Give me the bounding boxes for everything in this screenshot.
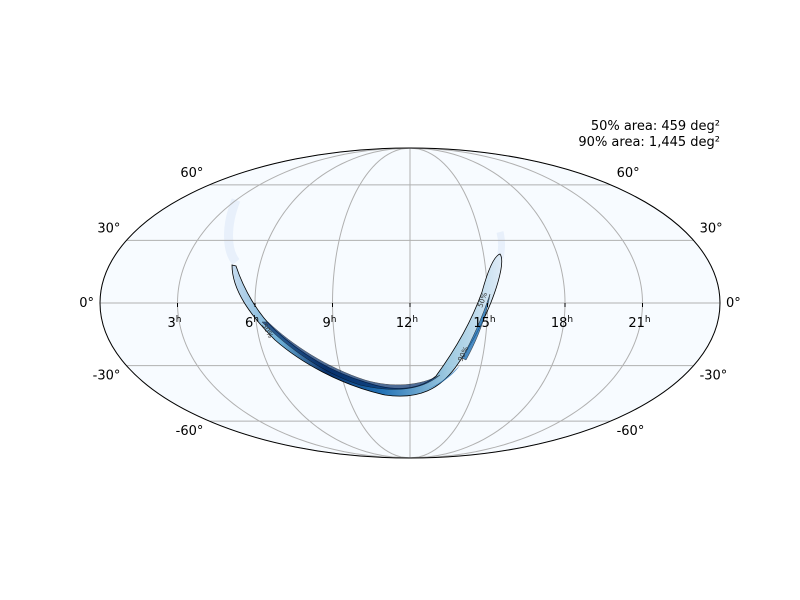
dec-tick-label-left: -60°: [176, 424, 204, 439]
dec-tick-label-right: 0°: [726, 296, 741, 311]
probability-region-50: [261, 293, 491, 390]
area-50-text: 50% area: 459 deg²: [590, 119, 720, 134]
dec-tick-label-right: -30°: [700, 369, 728, 384]
dec-tick-label-left: -30°: [93, 369, 121, 384]
dec-tick-label-left: 0°: [79, 296, 94, 311]
coordinate-grid: [100, 148, 720, 458]
dec-tick-labels: 60° 60° 30° 30° 0° 0° -30° -30° -60° -60°: [79, 166, 741, 439]
dec-tick-label-right: -60°: [617, 424, 645, 439]
dec-tick-label-left: 60°: [180, 166, 203, 181]
sky-outline: [99, 147, 721, 459]
dec-tick-label-right: 30°: [700, 221, 723, 236]
dec-tick-label-left: 30°: [97, 221, 120, 236]
dec-tick-label-right: 60°: [617, 166, 640, 181]
area-90-text: 90% area: 1,445 deg²: [578, 135, 720, 150]
